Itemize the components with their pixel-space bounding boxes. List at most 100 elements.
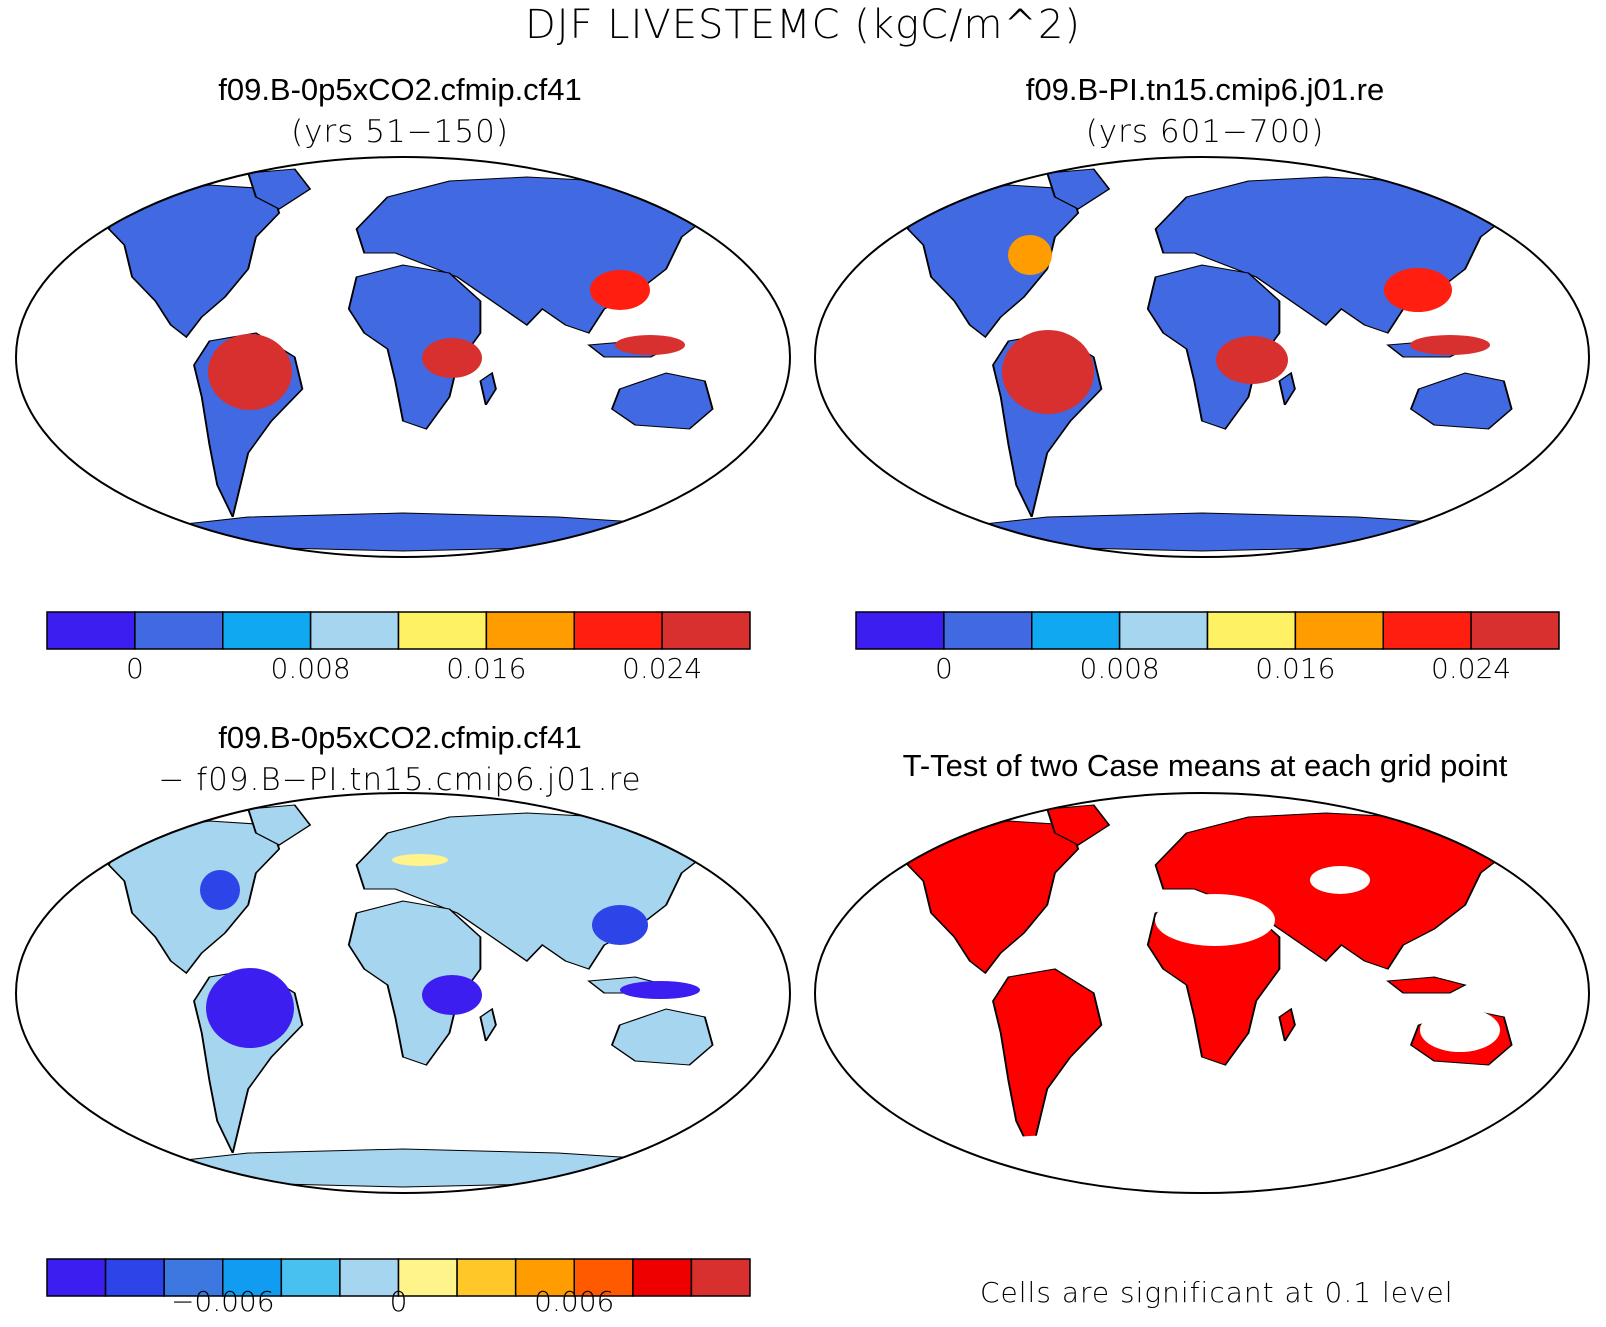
madagascar-shape: [479, 1007, 497, 1042]
se-asia-hotspot: [1384, 268, 1452, 312]
north-america-shape: [906, 184, 1080, 339]
colorbar-swatch: [1031, 611, 1121, 650]
se-asia-hotspot: [590, 270, 650, 310]
colorbar-swatch: [573, 611, 663, 650]
colorbar-diff: [46, 1258, 751, 1297]
panel-title-case2: f09.B-PI.tn15.cmip6.j01.re: [1025, 72, 1385, 107]
colorbar-case2: [855, 611, 1560, 650]
colorbar-swatch: [222, 611, 312, 650]
amazon-negative: [206, 968, 294, 1048]
antarctica-shape: [138, 1148, 684, 1188]
colorbar-swatch: [134, 611, 224, 650]
europe-positive: [392, 854, 448, 866]
land-ttest: [906, 804, 1513, 1188]
antarctica-shape: [937, 512, 1483, 552]
congo-negative: [422, 975, 482, 1015]
land-diff: [107, 804, 714, 1188]
colorbar-swatch: [339, 1258, 400, 1297]
colorbar-ticks-diff: −0.006 0 0.006: [0, 1285, 1606, 1321]
colorbar-swatch: [1206, 611, 1297, 650]
north-america-shape: [107, 184, 281, 339]
africa-shape: [1146, 264, 1281, 430]
map-border-case2: [814, 156, 1590, 558]
australia-shape: [610, 1008, 714, 1066]
map-ttest: [814, 792, 1590, 1194]
map-border-diff: [15, 792, 791, 1194]
colorbar-swatch: [46, 1258, 107, 1297]
madagascar-shape: [479, 371, 497, 406]
map-case2: [814, 156, 1590, 558]
south-america-shape: [992, 968, 1103, 1154]
colorbar-swatch: [46, 611, 136, 650]
colorbar-swatch: [1470, 611, 1560, 650]
colorbar-swatch: [1382, 611, 1472, 650]
panel-subtitle-diff: − f09.B−PI.tn15.cmip6.j01.re: [158, 762, 642, 798]
north-america-shape: [906, 820, 1080, 975]
colorbar-swatch: [163, 1258, 224, 1297]
figure-title: DJF LIVESTEMC (kgC/m^2): [524, 2, 1081, 48]
greenland-shape: [247, 804, 312, 846]
colorbar-swatch: [485, 611, 575, 650]
panel-title-ttest: T-Test of two Case means at each grid po…: [902, 748, 1508, 783]
antarctica-shape: [138, 512, 684, 552]
indonesia-shape: [1386, 976, 1467, 994]
colorbar-swatch: [855, 611, 945, 650]
madagascar-shape: [1278, 371, 1296, 406]
colorbar-tick-label: 0: [389, 1285, 408, 1318]
colorbar-swatch: [1294, 611, 1384, 650]
greenland-shape: [1046, 804, 1111, 846]
map-border-ttest: [814, 792, 1590, 1194]
colorbar-ticks-case2: 0 0.008 0.016 0.024: [0, 652, 1606, 688]
amazon-hotspot: [208, 334, 292, 410]
central-asia-nonsignificant: [1310, 866, 1370, 894]
colorbar-swatch: [514, 1258, 576, 1297]
congo-hotspot: [422, 338, 482, 378]
australia-shape: [1409, 372, 1513, 430]
colorbar-swatch: [222, 1258, 283, 1297]
north-america-shape: [107, 820, 281, 975]
indonesia-hotspot: [615, 335, 685, 355]
colorbar-swatch: [661, 611, 751, 650]
australia-nonsignificant: [1420, 1008, 1500, 1052]
land-case2: [906, 168, 1513, 552]
colorbar-case1: [46, 611, 751, 650]
map-diff: [15, 792, 791, 1194]
colorbar-ticks-case1: 0 0.008 0.016 0.024: [0, 652, 1606, 688]
ttest-note: Cells are significant at 0.1 level: [980, 1276, 1454, 1309]
sahara-nonsignificant: [1155, 894, 1275, 946]
colorbar-swatch: [943, 611, 1033, 650]
africa-shape: [347, 264, 482, 430]
indonesia-hotspot: [1410, 335, 1490, 355]
greenland-shape: [1046, 168, 1111, 210]
panel-title-diff: f09.B-0p5xCO2.cfmip.cf41: [218, 720, 582, 755]
australia-shape: [610, 372, 714, 430]
colorbar-tick-label: 0.008: [270, 652, 351, 685]
madagascar-shape: [1278, 1007, 1296, 1042]
map-case1: [15, 156, 791, 558]
colorbar-tick-label: 0.006: [534, 1285, 615, 1318]
indonesia-negative: [620, 981, 700, 999]
congo-hotspot: [1216, 336, 1288, 384]
colorbar-tick-label: 0.024: [1431, 652, 1512, 685]
greenland-shape: [247, 168, 312, 210]
colorbar-swatch: [397, 611, 488, 650]
colorbar-tick-label: 0.016: [446, 652, 527, 685]
colorbar-tick-label: 0: [125, 652, 144, 685]
colorbar-swatch: [690, 1258, 751, 1297]
antarctica-nonsignificant: [872, 1132, 1532, 1188]
colorbar-swatch: [309, 611, 400, 650]
amazon-hotspot: [1002, 330, 1094, 414]
panel-subtitle-case2: (yrs 601−700): [1085, 114, 1325, 150]
map-border-case1: [15, 156, 791, 558]
colorbar-tick-label: 0.024: [622, 652, 703, 685]
panel-title-case1: f09.B-0p5xCO2.cfmip.cf41: [218, 72, 582, 107]
colorbar-tick-label: 0: [934, 652, 953, 685]
colorbar-tick-label: 0.008: [1079, 652, 1160, 685]
panel-subtitle-case1: (yrs 51−150): [291, 114, 509, 150]
us-east-hotspot: [1008, 235, 1052, 275]
us-east-negative: [200, 870, 240, 910]
colorbar-swatch: [1118, 611, 1209, 650]
land-case1: [107, 168, 714, 552]
colorbar-swatch: [280, 1258, 341, 1297]
